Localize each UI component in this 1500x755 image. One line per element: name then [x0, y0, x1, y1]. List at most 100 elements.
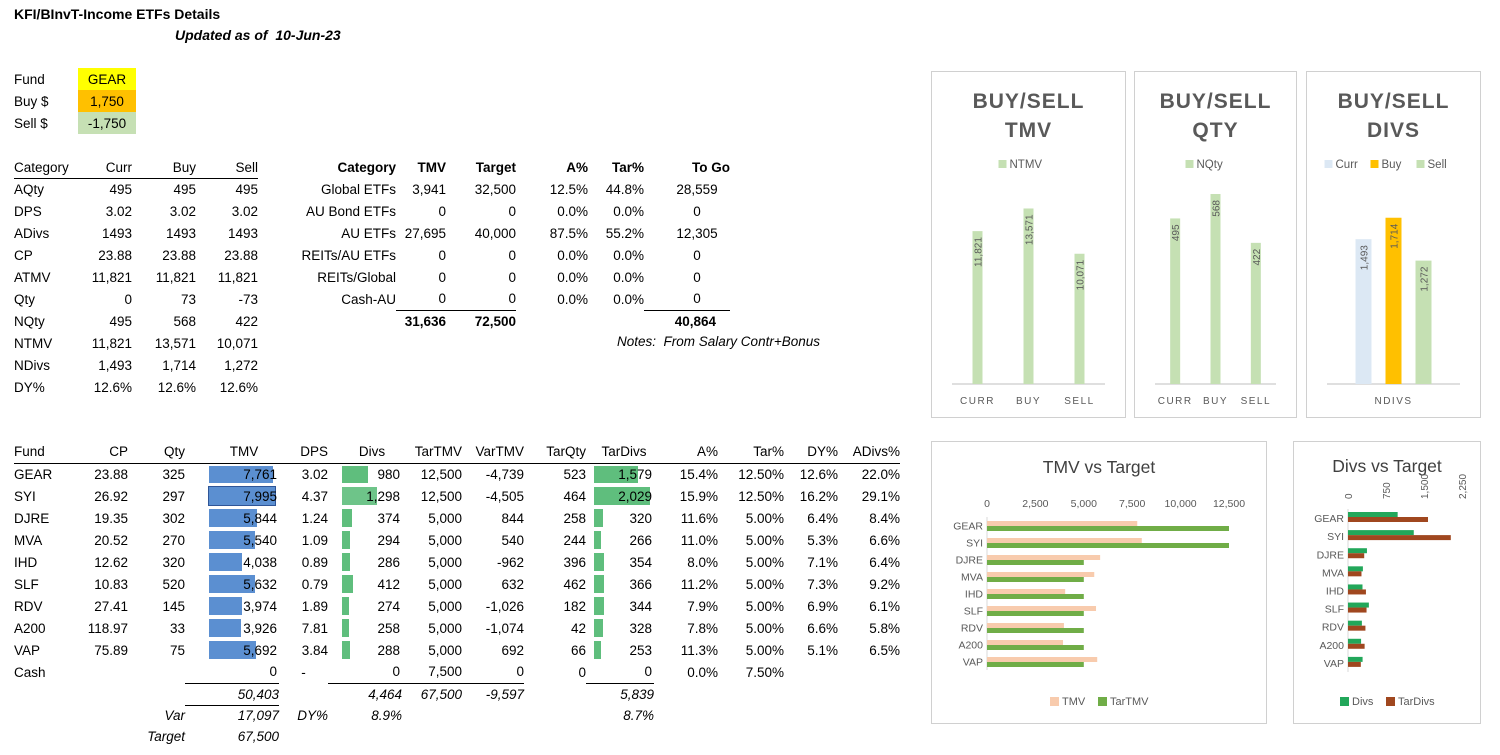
- category-label: SLF: [1325, 604, 1344, 616]
- fund-qty-cell: 320: [162, 554, 185, 570]
- bar: [987, 526, 1229, 531]
- sell-input[interactable]: -1,750: [78, 112, 136, 134]
- bar: [1210, 194, 1221, 384]
- fund-tmv-bar: [209, 553, 243, 571]
- buy-input[interactable]: 1,750: [78, 90, 136, 112]
- data-label: 1,493: [1360, 245, 1371, 270]
- tick-label: 10,000: [1165, 498, 1197, 510]
- fund-row: A200 118.97 33 3,926 7.81 258 5,000 -1,074 42 328…: [14, 617, 900, 639]
- bar: [1170, 218, 1181, 384]
- fund-dy-cell: 7.1%: [807, 554, 838, 570]
- category-cell: 0: [508, 203, 516, 219]
- fund-tardivs-bar: [594, 641, 601, 659]
- fund-tardivs-value: 0: [644, 664, 652, 680]
- fund-name: IHD: [14, 554, 38, 570]
- summary-header: Curr: [78, 157, 132, 179]
- fund-tardivs-cell: 366: [586, 573, 654, 595]
- category-cell: 0: [693, 247, 701, 263]
- fund-cp-cell: 118.97: [87, 620, 128, 636]
- fund-tarqty-cell: 0: [578, 664, 586, 680]
- summary-cell: 1,272: [224, 357, 258, 373]
- category-row-label: AU Bond ETFs: [305, 203, 396, 219]
- bar: [1385, 217, 1402, 384]
- fund-adivs-cell: 8.4%: [869, 510, 900, 526]
- fund-qty-cell: 520: [162, 576, 185, 592]
- fund-a-cell: 11.3%: [680, 642, 718, 658]
- fund-tardivs-bar: [594, 465, 638, 483]
- fund-adivs-cell: 6.6%: [869, 532, 900, 548]
- fund-tardivs-value: 320: [629, 510, 652, 526]
- legend-swatch: [1185, 160, 1194, 168]
- fund-adivs-cell: 29.1%: [861, 488, 900, 504]
- bar: [1348, 584, 1363, 590]
- fund-tmv-cell: 0: [185, 661, 279, 684]
- fund-vartmv-cell: -4,739: [485, 466, 524, 482]
- bar: [1074, 253, 1085, 384]
- funds-header: TarTMV: [402, 441, 462, 464]
- fund-divs-value: 1,298: [366, 488, 400, 504]
- summary-header: Buy: [132, 157, 196, 179]
- fund-cp-cell: [66, 661, 128, 683]
- fund-row: DJRE 19.35 302 5,844 1.24 374 5,000 844 258 320 11…: [14, 507, 900, 529]
- fund-tar-cell: 5.00%: [745, 576, 784, 592]
- summary-row-label: ADivs: [14, 225, 50, 241]
- fund-divs-bar: [342, 641, 350, 659]
- summary-row-label: AQty: [14, 181, 45, 197]
- fund-divs-value: 274: [377, 598, 400, 614]
- fund-qty-cell: 145: [162, 598, 185, 614]
- summary-cell: 12.6%: [157, 379, 196, 395]
- category-cell: 28,559: [676, 181, 718, 197]
- fund-vartmv-cell: 844: [501, 510, 524, 526]
- summary-row: NTMV 11,821 13,571 10,071: [14, 332, 258, 354]
- bar: [987, 640, 1064, 645]
- chart-title: Divs vs Target: [1332, 456, 1442, 476]
- fund-divs-bar: [342, 619, 349, 637]
- fund-dy-cell: 7.3%: [807, 576, 838, 592]
- funds-total-tardivs: 5,839: [586, 682, 654, 705]
- chart-buysell-tmv-svg: BUY/SELL TMV NTMV 11,821 CURR 13,571 BUY 10,071…: [952, 90, 1105, 407]
- data-label: 568: [1212, 200, 1223, 217]
- bar: [1250, 242, 1261, 384]
- fund-adivs-cell: 6.4%: [869, 554, 900, 570]
- bar: [1348, 566, 1363, 572]
- fund-tardivs-cell: 328: [586, 617, 654, 639]
- fund-tmv-cell: 5,540: [185, 529, 279, 551]
- fund-a-cell: 11.2%: [680, 576, 718, 592]
- fund-tmv-value: 7,995: [243, 488, 277, 504]
- category-cell: 0.0%: [613, 291, 644, 307]
- category-label: SELL: [1241, 396, 1271, 407]
- var-value: 17,097: [185, 704, 279, 726]
- bar: [1348, 548, 1367, 554]
- fund-row: VAP 75.89 75 5,692 3.84 288 5,000 692 66 253 11.3%…: [14, 639, 900, 661]
- funds-total-divs: 4,464: [328, 682, 402, 705]
- fund-row: GEAR 23.88 325 7,761 3.02 980 12,500 -4,739 523 1…: [14, 463, 900, 485]
- bar: [1348, 589, 1366, 595]
- bar: [987, 577, 1084, 582]
- category-cell: 87.5%: [549, 225, 588, 241]
- fund-divs-bar: [342, 553, 350, 571]
- bar: [1348, 535, 1451, 541]
- funds-table: Fund CP Qty TMV DPS Divs TarTMV VarTMV T…: [14, 441, 900, 747]
- fund-tmv-value: 4,038: [243, 554, 277, 570]
- bar: [1348, 620, 1362, 626]
- fund-tarqty-cell: 42: [570, 620, 586, 636]
- category-label: MVA: [1322, 567, 1344, 579]
- category-cell: 0.0%: [557, 203, 588, 219]
- category-label: DJRE: [1317, 549, 1344, 561]
- category-cell: 0.0%: [557, 291, 588, 307]
- fund-tarqty-cell: 464: [563, 488, 586, 504]
- fund-vartmv-cell: 632: [501, 576, 524, 592]
- category-label: BUY: [1203, 396, 1228, 407]
- summary-cell: 1493: [165, 225, 196, 241]
- summary-cell: 1,493: [98, 357, 132, 373]
- category-label: BUY: [1016, 396, 1041, 407]
- legend-label: Sell: [1428, 159, 1447, 171]
- fund-tardivs-cell: 266: [586, 529, 654, 551]
- category-label: A200: [1319, 640, 1344, 652]
- category-label: CURR: [960, 396, 995, 407]
- category-cell: 0: [693, 269, 701, 285]
- fund-adivs-cell: 22.0%: [861, 466, 900, 482]
- fund-input[interactable]: GEAR: [78, 68, 136, 90]
- funds-header: TarQty: [524, 441, 586, 464]
- chart-buysell-divs-svg: BUY/SELL DIVS Curr Buy Sell 1,493 1,714 1,272 ND…: [1324, 90, 1460, 407]
